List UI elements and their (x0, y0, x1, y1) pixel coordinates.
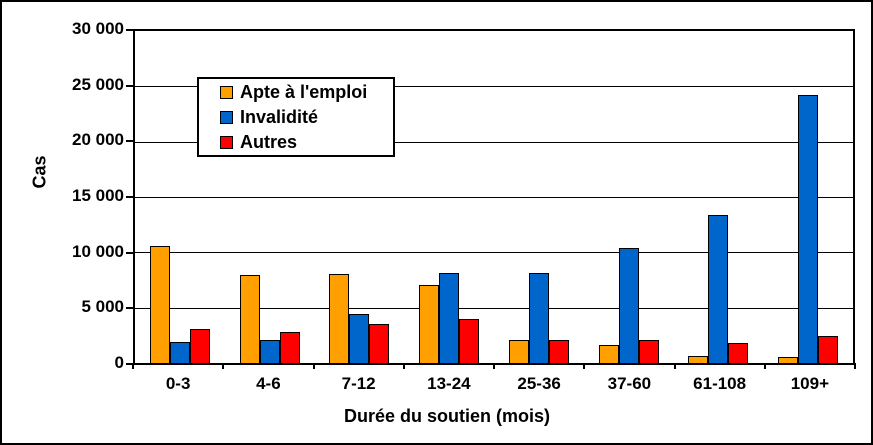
bar-autres (279, 332, 300, 363)
gridline (135, 141, 853, 143)
legend-item: Invalidité (220, 105, 393, 130)
x-tick-label: 109+ (790, 374, 830, 393)
x-axis-tickmark (402, 363, 405, 369)
bar-apte-l-emploi (778, 357, 799, 363)
x-axis-tick-labels: 0-3 4-6 7-12 13-24 25-36 37-60 61-108 109+ (133, 374, 855, 394)
bar-apte-l-emploi (329, 273, 350, 363)
y-axis-tickmark (126, 84, 133, 87)
legend-swatch (220, 85, 233, 99)
legend-label: Autres (240, 131, 298, 152)
bar-invalidit- (528, 272, 549, 363)
bar-invalidit- (618, 247, 639, 363)
bar-apte-l-emploi (598, 345, 619, 363)
x-axis-tickmark (132, 363, 134, 369)
bar-group (135, 31, 225, 363)
x-axis-tickmark (493, 363, 495, 369)
bar-apte-l-emploi (419, 284, 440, 363)
bar-invalidit- (708, 214, 729, 363)
bar-autres (638, 339, 659, 363)
gridline (135, 197, 853, 198)
y-axis-tickmark (126, 307, 133, 310)
legend-label: Apte à l'emploi (240, 81, 368, 102)
bar-apte-l-emploi (239, 275, 260, 363)
bar-apte-l-emploi (688, 356, 709, 363)
x-tick-label: 25-36 (517, 374, 561, 393)
legend-swatch (220, 110, 233, 124)
bar-group (584, 31, 674, 363)
bar-group (404, 31, 494, 363)
bar-invalidit- (259, 340, 280, 363)
x-axis-tickmark (673, 363, 676, 369)
legend: Apte à l'emploi Invalidité Autres (197, 77, 395, 157)
x-axis-title: Durée du soutien (mois) (343, 406, 551, 426)
y-axis-tick-labels: 0 5 000 10 000 15 000 20 000 25 000 30 000 (2, 20, 124, 372)
bar-autres (548, 339, 569, 363)
legend-swatch (220, 135, 233, 149)
x-tick-label: 37-60 (607, 374, 652, 393)
y-tick-label: 20 000 (72, 130, 124, 150)
bar-group (763, 31, 853, 363)
bar-invalidit- (169, 341, 190, 363)
x-axis-tickmark (583, 363, 586, 369)
bar-group (494, 31, 584, 363)
bar-group (315, 31, 405, 363)
y-tick-label: 10 000 (72, 241, 124, 261)
gridline (135, 252, 853, 254)
gridline (135, 86, 853, 88)
y-tick-label: 30 000 (72, 19, 124, 38)
y-axis-tickmark (126, 251, 133, 254)
x-tick-label: 4-6 (256, 374, 281, 393)
bar-apte-l-emploi (508, 339, 529, 363)
y-tick-label: 5 000 (81, 297, 124, 317)
bar-invalidit- (439, 272, 460, 363)
y-tick-label: 0 (114, 353, 124, 372)
plot-area (133, 29, 855, 365)
bar-autres (728, 343, 749, 363)
x-tick-label: 7-12 (341, 374, 376, 393)
bar-autres (189, 329, 210, 363)
y-axis-tickmark (126, 140, 133, 143)
bar-group (674, 31, 764, 363)
y-tick-label: 15 000 (72, 186, 124, 205)
x-axis-tickmark (854, 363, 856, 369)
bar-autres (818, 336, 839, 363)
x-tick-label: 61-108 (693, 374, 747, 393)
y-tick-label: 25 000 (72, 74, 124, 94)
x-axis-tickmark (312, 363, 315, 369)
bar-autres (369, 323, 390, 363)
bar-autres (459, 318, 480, 363)
x-axis-tickmark (763, 363, 766, 369)
x-axis-tickmark (222, 363, 225, 369)
y-axis-tickmark (126, 363, 133, 365)
y-axis-tickmark (126, 196, 133, 198)
bar-apte-l-emploi (149, 245, 170, 363)
y-axis-tickmark (126, 29, 133, 31)
legend-item: Apte à l'emploi (220, 80, 393, 105)
bar-invalidit- (798, 95, 819, 363)
x-tick-label: 13-24 (427, 374, 471, 393)
bar-groups (135, 31, 853, 363)
legend-item: Autres (220, 130, 393, 155)
bar-group (225, 31, 315, 363)
x-tick-label: 0-3 (165, 374, 191, 393)
bar-invalidit- (349, 313, 370, 363)
legend-label: Invalidité (240, 106, 319, 127)
gridline (135, 307, 853, 309)
